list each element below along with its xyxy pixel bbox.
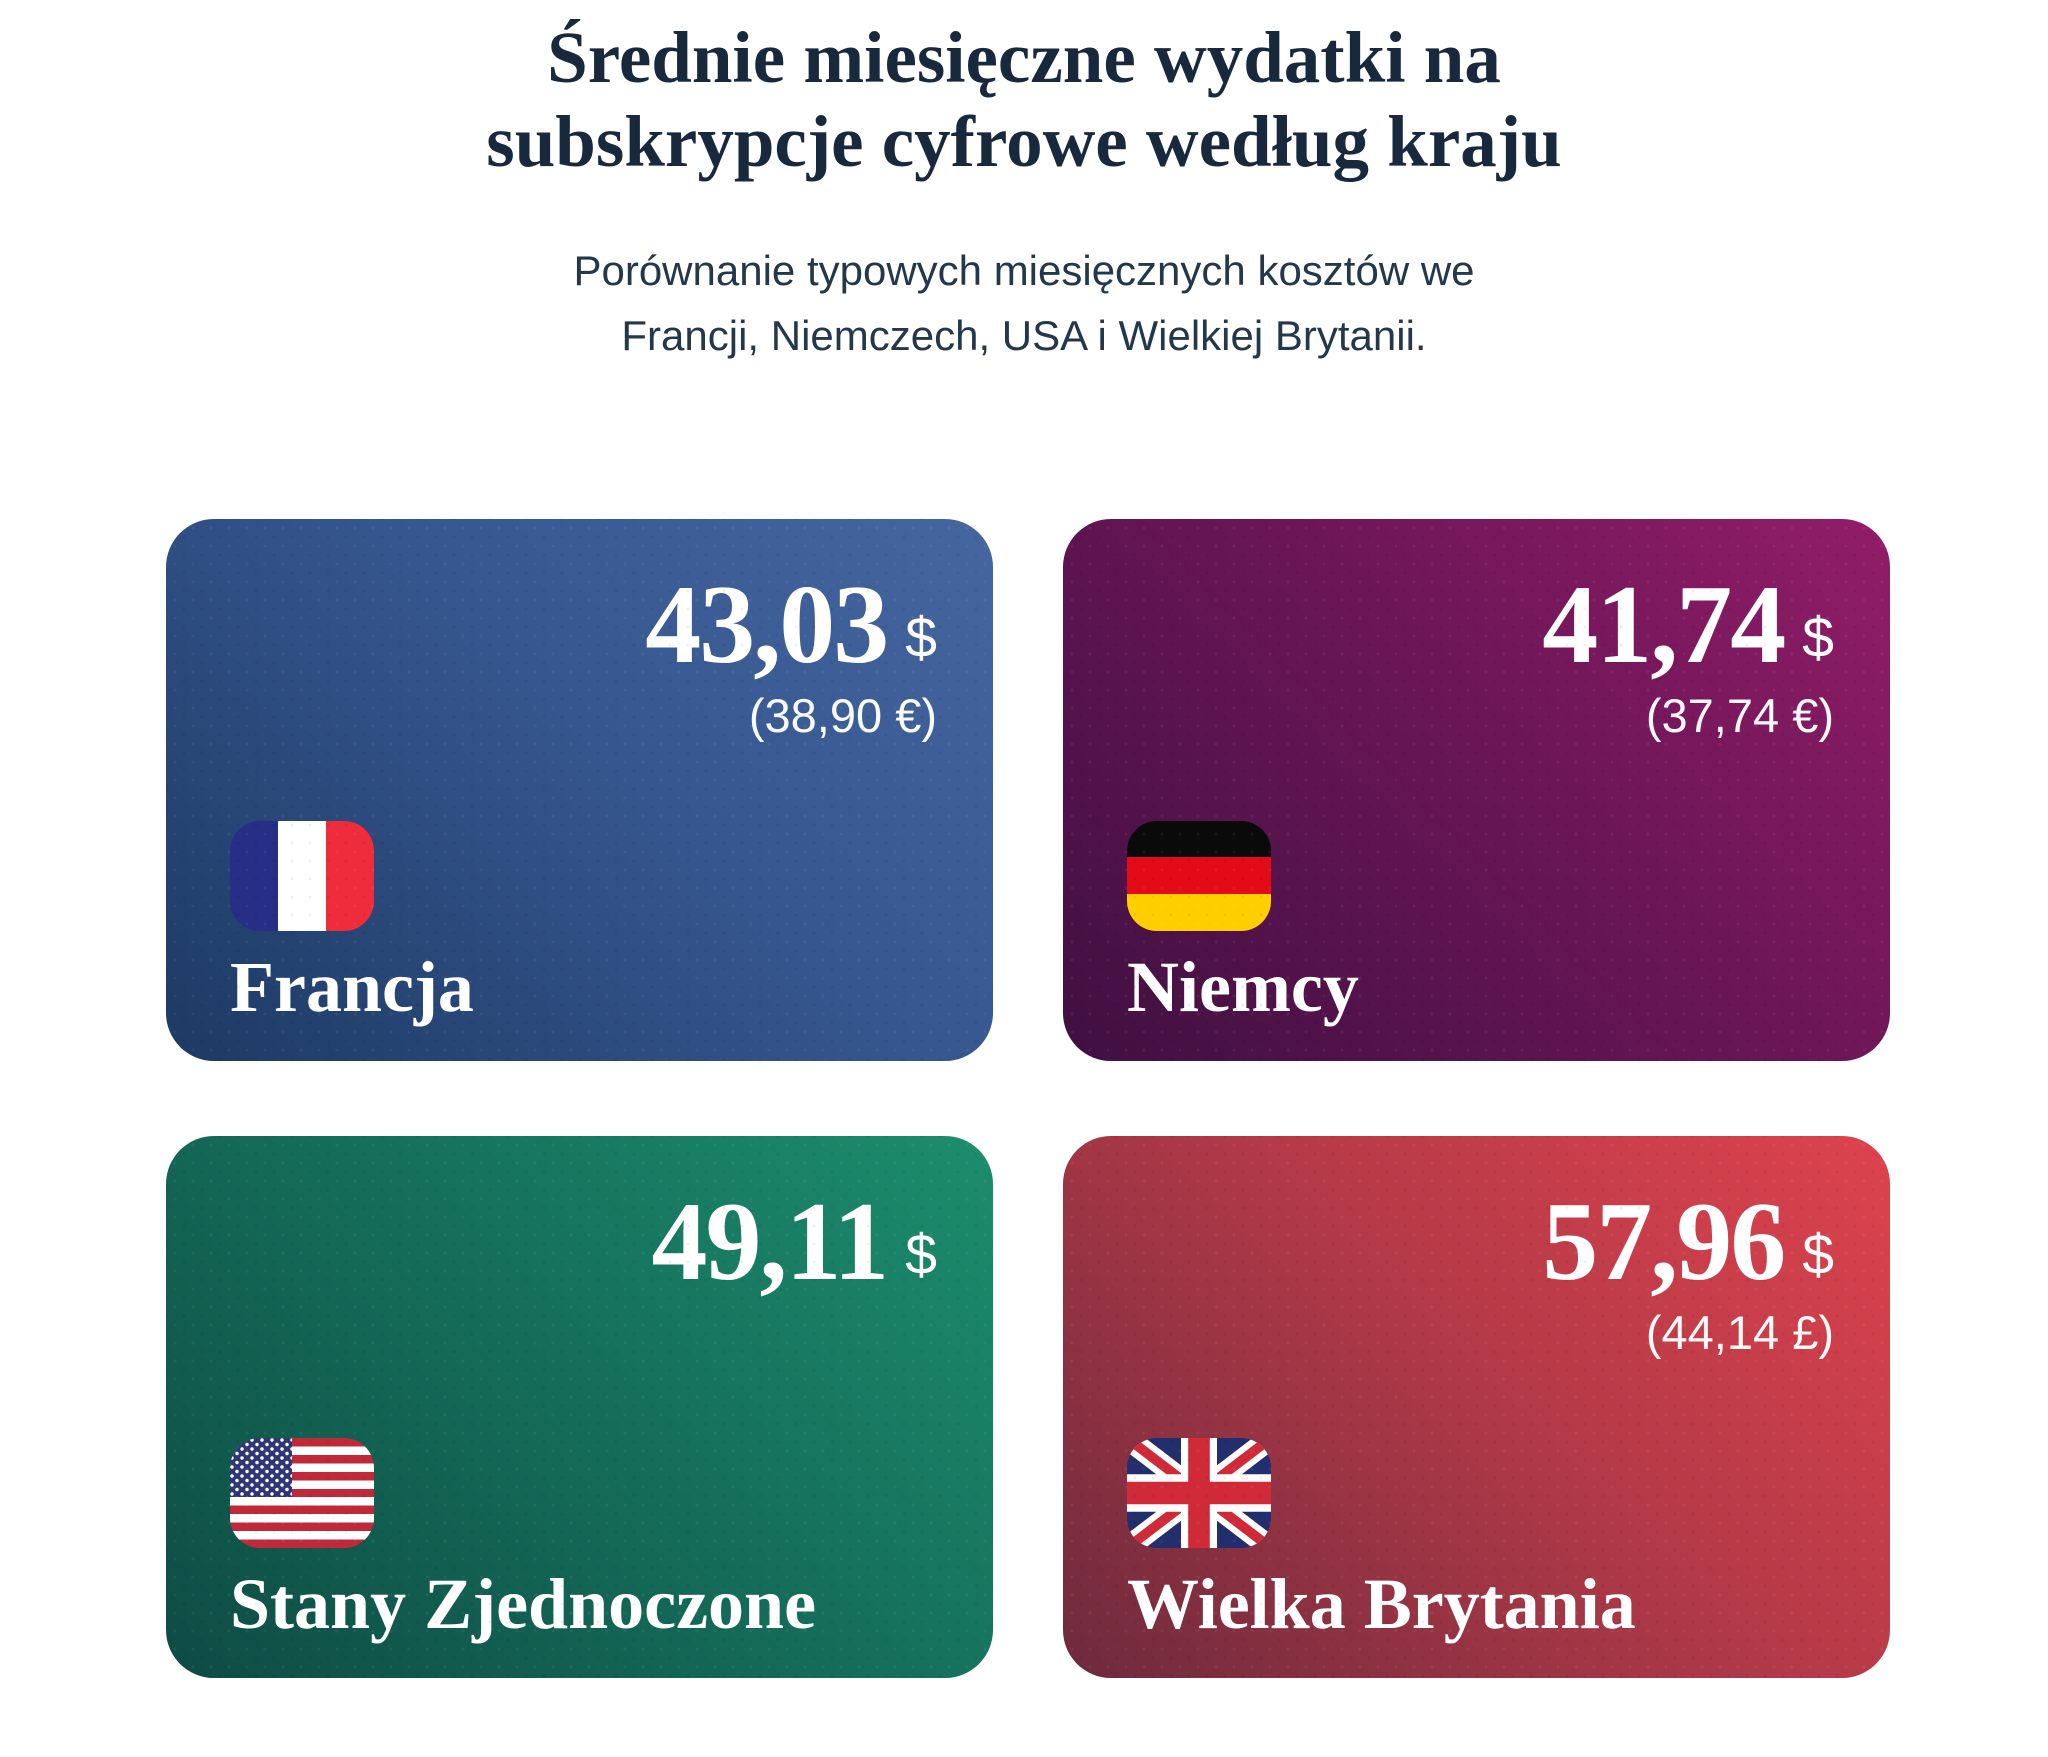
union-jack-graphic xyxy=(1127,1437,1271,1548)
flag-band xyxy=(326,820,374,931)
spacer xyxy=(1127,1360,1834,1438)
germany-flag-icon xyxy=(1127,820,1271,931)
amount-row: 49,11 $ xyxy=(230,1186,937,1298)
amount-row: 43,03 $ xyxy=(230,569,937,681)
amount-value: 41,74 xyxy=(1542,563,1786,687)
flag-band xyxy=(1127,820,1271,858)
card-francja: 43,03 $ (38,90 €) Francja xyxy=(166,519,993,1061)
infographic: Średnie miesięczne wydatki na subskrypcj… xyxy=(0,16,2048,1757)
country-cards-grid: 43,03 $ (38,90 €) Francja 41,74 $ (37,74… xyxy=(166,519,1890,1678)
country-label: Francja xyxy=(230,946,474,1027)
amount-row: 57,96 $ xyxy=(1127,1186,1834,1298)
amount-value: 49,11 xyxy=(651,1180,889,1304)
page-title-line2: subskrypcje cyfrowe według kraju xyxy=(486,100,1562,182)
dollar-sign-icon: $ xyxy=(905,1223,937,1287)
page-title: Średnie miesięczne wydatki na subskrypcj… xyxy=(0,16,2048,184)
card-wielka-brytania: 57,96 $ (44,14 £) Wielka Brytania xyxy=(1063,1136,1890,1678)
flag-band xyxy=(1127,894,1271,931)
amount-row: 41,74 $ xyxy=(1127,569,1834,681)
page-subtitle: Porównanie typowych miesięcznych kosztów… xyxy=(0,238,2048,368)
amount-secondary: (44,14 £) xyxy=(1645,1306,1834,1359)
amount-secondary: (38,90 €) xyxy=(748,689,937,742)
flag-band xyxy=(1127,857,1271,895)
spacer xyxy=(230,1298,937,1438)
spacer xyxy=(1127,743,1834,821)
card-niemcy: 41,74 $ (37,74 €) Niemcy xyxy=(1063,519,1890,1061)
spacer xyxy=(230,743,937,821)
amount-value: 57,96 xyxy=(1542,1180,1786,1304)
page-title-line1: Średnie miesięczne wydatki na xyxy=(547,17,1501,98)
amount-secondary: (37,74 €) xyxy=(1645,689,1834,742)
usa-flag-canton xyxy=(230,1437,292,1497)
uk-flag-icon xyxy=(1127,1437,1271,1548)
dollar-sign-icon: $ xyxy=(1802,606,1834,670)
amount-value: 43,03 xyxy=(645,563,889,687)
france-flag-icon xyxy=(230,820,374,931)
country-label: Niemcy xyxy=(1127,946,1359,1027)
dollar-sign-icon: $ xyxy=(905,606,937,670)
flag-band xyxy=(278,820,326,931)
page-subtitle-line1: Porównanie typowych miesięcznych kosztów… xyxy=(573,246,1475,294)
country-label: Wielka Brytania xyxy=(1127,1563,1636,1644)
usa-flag-icon xyxy=(230,1437,374,1548)
flag-band xyxy=(230,820,278,931)
card-stany-zjednoczone: 49,11 $ Stany Zjednoczone xyxy=(166,1136,993,1678)
dollar-sign-icon: $ xyxy=(1802,1223,1834,1287)
country-label: Stany Zjednoczone xyxy=(230,1563,817,1644)
page-subtitle-line2: Francji, Niemczech, USA i Wielkiej Bryta… xyxy=(621,311,1427,359)
